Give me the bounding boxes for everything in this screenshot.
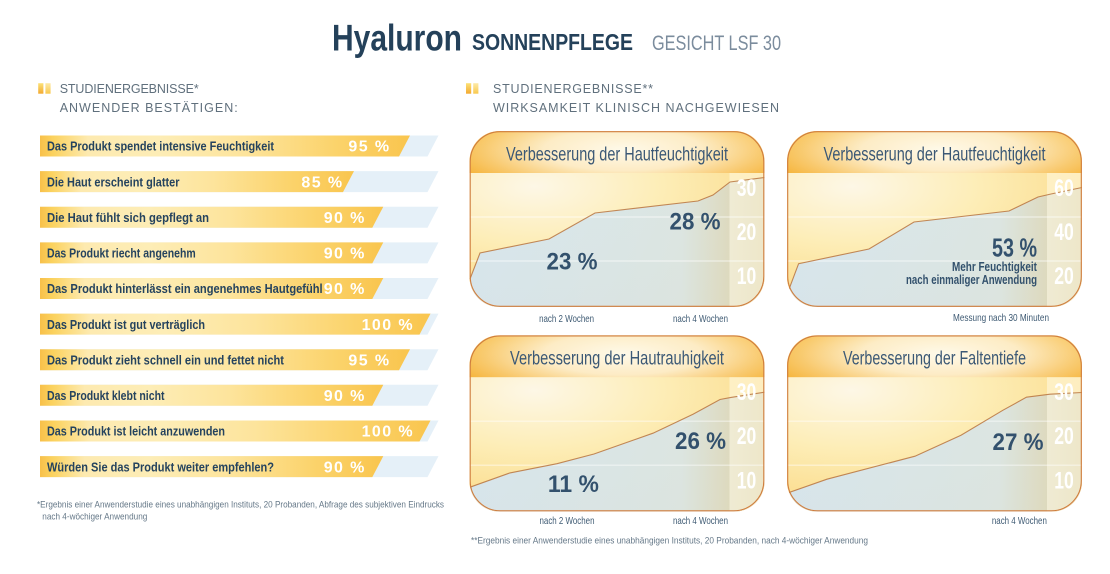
svg-text:nach 4 Wochen: nach 4 Wochen bbox=[673, 313, 728, 325]
svg-text:10: 10 bbox=[737, 263, 757, 290]
svg-text:30: 30 bbox=[737, 379, 757, 406]
svg-text:85 %: 85 % bbox=[301, 174, 343, 191]
svg-text:100 %: 100 % bbox=[362, 424, 414, 441]
svg-text:30: 30 bbox=[737, 175, 757, 202]
svg-text:60: 60 bbox=[1054, 175, 1074, 202]
svg-text:nach 2 Wochen: nach 2 Wochen bbox=[540, 515, 595, 527]
svg-text:90 %: 90 % bbox=[324, 388, 366, 405]
svg-text:Das Produkt riecht angenehm: Das Produkt riecht angenehm bbox=[47, 247, 196, 261]
svg-text:11 %: 11 % bbox=[548, 471, 599, 498]
svg-text:90 %: 90 % bbox=[324, 246, 366, 263]
svg-text:**Ergebnis einer Anwenderstudi: **Ergebnis einer Anwenderstudie eines un… bbox=[471, 536, 868, 547]
svg-text:90 %: 90 % bbox=[324, 281, 366, 298]
svg-text:20: 20 bbox=[1054, 423, 1074, 450]
svg-text:Mehr Feuchtigkeit: Mehr Feuchtigkeit bbox=[952, 260, 1038, 274]
svg-text:95 %: 95 % bbox=[348, 139, 390, 156]
svg-text:90 %: 90 % bbox=[324, 210, 366, 227]
svg-text:10: 10 bbox=[737, 467, 757, 494]
svg-text:95 %: 95 % bbox=[348, 352, 390, 369]
svg-text:nach 4-wöchiger Anwendung: nach 4-wöchiger Anwendung bbox=[42, 512, 147, 523]
svg-text:nach 4 Wochen: nach 4 Wochen bbox=[992, 515, 1047, 527]
svg-text:53 %: 53 % bbox=[992, 233, 1037, 263]
svg-text:27 %: 27 % bbox=[993, 429, 1044, 456]
svg-text:Das Produkt ist gut verträglic: Das Produkt ist gut verträglich bbox=[47, 318, 205, 332]
svg-text:Die Haut erscheint glatter: Die Haut erscheint glatter bbox=[47, 175, 180, 189]
svg-text:20: 20 bbox=[1054, 263, 1074, 290]
svg-text:WIRKSAMKEIT KLINISCH NACHGEWIE: WIRKSAMKEIT KLINISCH NACHGEWIESEN bbox=[493, 101, 779, 115]
svg-text:STUDIENERGEBNISSE**: STUDIENERGEBNISSE** bbox=[493, 82, 653, 96]
svg-text:Die Haut fühlt sich gepflegt a: Die Haut fühlt sich gepflegt an bbox=[47, 211, 209, 225]
svg-text:28 %: 28 % bbox=[670, 209, 721, 236]
svg-text:ANWENDER BESTÄTIGEN:: ANWENDER BESTÄTIGEN: bbox=[60, 101, 238, 115]
svg-text:Das Produkt hinterlässt ein an: Das Produkt hinterlässt ein angenehmes H… bbox=[47, 282, 323, 296]
svg-text:nach 2 Wochen: nach 2 Wochen bbox=[539, 313, 594, 325]
svg-text:100 %: 100 % bbox=[362, 317, 414, 334]
svg-text:Verbesserung der Hautrauhigkei: Verbesserung der Hautrauhigkeit bbox=[510, 348, 724, 370]
svg-text:nach 4 Wochen: nach 4 Wochen bbox=[673, 515, 728, 527]
svg-text:GESICHT LSF 30: GESICHT LSF 30 bbox=[652, 31, 781, 55]
svg-text:Verbesserung der Faltentiefe: Verbesserung der Faltentiefe bbox=[843, 348, 1026, 370]
svg-text:40: 40 bbox=[1054, 219, 1074, 246]
svg-text:90 %: 90 % bbox=[324, 459, 366, 476]
svg-text:23 %: 23 % bbox=[547, 249, 598, 276]
svg-text:26 %: 26 % bbox=[675, 428, 726, 455]
svg-text:Messung nach 30 Minuten: Messung nach 30 Minuten bbox=[953, 312, 1049, 324]
svg-text:20: 20 bbox=[737, 423, 757, 450]
svg-text:30: 30 bbox=[1054, 379, 1074, 406]
svg-text:Das Produkt spendet intensive: Das Produkt spendet intensive Feuchtigke… bbox=[47, 140, 275, 154]
svg-text:nach einmaliger Anwendung: nach einmaliger Anwendung bbox=[906, 273, 1037, 287]
svg-text:Hyaluron: Hyaluron bbox=[332, 18, 462, 59]
svg-text:20: 20 bbox=[737, 219, 757, 246]
svg-text:Verbesserung der Hautfeuchtigk: Verbesserung der Hautfeuchtigkeit bbox=[506, 144, 728, 166]
svg-text:STUDIENERGEBNISSE*: STUDIENERGEBNISSE* bbox=[60, 82, 199, 96]
svg-text:SONNENPFLEGE: SONNENPFLEGE bbox=[472, 29, 633, 55]
svg-text:Das Produkt zieht schnell ein: Das Produkt zieht schnell ein und fettet… bbox=[47, 353, 285, 367]
svg-text:Würden Sie das Produkt weiter: Würden Sie das Produkt weiter empfehlen? bbox=[47, 460, 274, 474]
svg-text:*Ergebnis einer Anwenderstudie: *Ergebnis einer Anwenderstudie eines una… bbox=[37, 500, 444, 511]
svg-text:Verbesserung der Hautfeuchtigk: Verbesserung der Hautfeuchtigkeit bbox=[824, 144, 1046, 166]
svg-text:10: 10 bbox=[1054, 467, 1074, 494]
svg-text:Das Produkt ist leicht anzuwen: Das Produkt ist leicht anzuwenden bbox=[47, 425, 225, 439]
svg-text:Das Produkt klebt nicht: Das Produkt klebt nicht bbox=[47, 389, 165, 403]
